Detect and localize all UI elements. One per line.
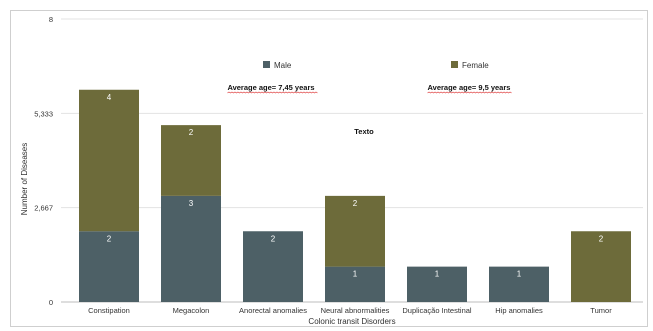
x-tick-label: Anorectal anomalies — [239, 306, 307, 315]
x-tick-label: Tumor — [590, 306, 612, 315]
chart-frame: 0 2,667 5,333 8 2 4 3 2 2 1 2 1 1 2 Constipation Mega… — [10, 10, 648, 327]
male-average-age-annotation: Average age= 7,45 years — [227, 83, 314, 92]
bar-value-label: 2 — [107, 234, 112, 243]
spellcheck-underline — [427, 91, 512, 94]
bars: 2 4 3 2 2 1 2 1 1 2 — [79, 89, 631, 302]
bar-female — [325, 195, 385, 267]
bar-value-label: 2 — [353, 199, 358, 208]
legend-swatch-female — [451, 61, 458, 68]
bar-male — [161, 195, 221, 302]
y-tick-label: 0 — [49, 298, 53, 307]
bar-male — [407, 266, 467, 302]
y-tick-label: 8 — [49, 15, 53, 24]
legend: Male Female — [263, 61, 489, 70]
bar-male — [79, 231, 139, 302]
bar-value-label: 4 — [107, 93, 112, 102]
bar-value-label: 1 — [517, 270, 522, 279]
x-tick-label: Constipation — [88, 306, 130, 315]
y-axis-label: Number of Diseases — [20, 143, 29, 215]
bar-male — [325, 266, 385, 302]
bar-chart: 0 2,667 5,333 8 2 4 3 2 2 1 2 1 1 2 Constipation Mega… — [20, 15, 643, 326]
legend-label-female: Female — [462, 61, 489, 70]
x-tick-label: Duplicação Intestinal — [402, 306, 472, 315]
y-tick-labels: 0 2,667 5,333 8 — [34, 15, 53, 307]
x-tick-labels: Constipation Megacolon Anorectal anomalies… — [88, 306, 612, 315]
x-tick-label: Neural abnormalities — [321, 306, 390, 315]
bar-female — [79, 89, 139, 232]
x-tick-label: Hip anomalies — [495, 306, 543, 315]
bar-male — [489, 266, 549, 302]
legend-label-male: Male — [274, 61, 292, 70]
bar-value-label: 1 — [435, 270, 440, 279]
bar-value-label: 2 — [189, 128, 194, 137]
bar-value-label: 3 — [189, 199, 194, 208]
bar-value-label: 2 — [599, 234, 604, 243]
center-text-annotation: Texto — [354, 127, 374, 136]
bar-male — [243, 231, 303, 302]
spellcheck-underline — [227, 91, 318, 94]
bar-value-label: 1 — [353, 270, 358, 279]
y-tick-label: 5,333 — [34, 109, 53, 118]
female-average-age-annotation: Average age= 9,5 years — [428, 83, 511, 92]
x-axis-label: Colonic transit Disorders — [308, 317, 395, 326]
legend-swatch-male — [263, 61, 270, 68]
y-tick-label: 2,667 — [34, 204, 53, 213]
bar-female — [161, 125, 221, 196]
bar-female — [571, 231, 631, 302]
bar-value-label: 2 — [271, 234, 276, 243]
x-tick-label: Megacolon — [173, 306, 210, 315]
